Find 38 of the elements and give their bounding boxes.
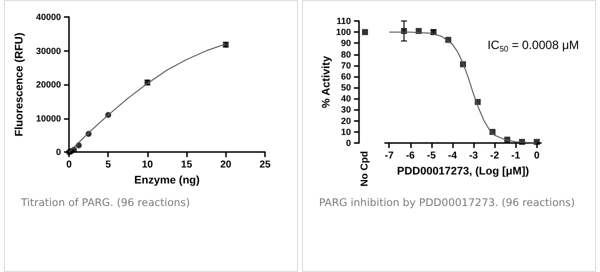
y-tick-label: 20 [340,116,351,126]
x-tick-label: -6 [406,150,416,162]
y-tick-label: 110 [336,16,351,26]
x-tick-label: 20 [220,160,232,171]
y-axis-title: % Activity [320,55,333,108]
x-tick-label: -3 [469,150,478,162]
y-tick-label: 30 [340,104,351,115]
y-tick-label: 10000 [36,113,61,124]
x-tick-label: No Cpd [360,151,370,187]
y-tick-label: 90 [340,38,351,48]
y-tick-label: 100 [336,27,351,38]
y-tick-label: 50 [340,82,351,93]
x-tick-label: -4 [448,150,458,162]
x-tick-label: 0 [534,150,540,162]
y-tick-label: 60 [340,71,351,82]
x-tick-label: -2 [490,150,500,162]
y-axis-title: Fluorescence (RFU) [14,32,26,137]
x-tick-label: 25 [259,160,271,171]
y-tick-label: 70 [340,60,351,70]
x-tick-label: 0 [66,160,72,171]
point [534,138,540,145]
y-tick-label: 30000 [36,46,61,56]
y-tick-label: 80 [340,49,351,60]
x-tick-label: -5 [426,150,436,162]
y-tick-label: 0 [346,138,351,148]
x-tick-label: 15 [181,160,193,171]
text: PARG inhibition by PDD00017273. (96 reactions) [319,197,575,209]
text: Titration of PARG. (96 reactions) [21,197,190,209]
y-tick-label: 40000 [36,12,61,22]
x-tick-label: 10 [142,160,154,171]
y-tick-label: 10 [340,126,351,137]
x-tick-label: -7 [384,150,394,162]
x-axis-title: PDD00017273, (Log [μM]) [396,165,530,178]
y-tick-label: 20000 [36,80,61,90]
x-tick-label: 5 [105,160,112,171]
x-axis-title: Enzyme (ng) [134,174,200,186]
x-tick-label: -1 [511,150,521,162]
y-tick-label: 40 [340,94,351,104]
